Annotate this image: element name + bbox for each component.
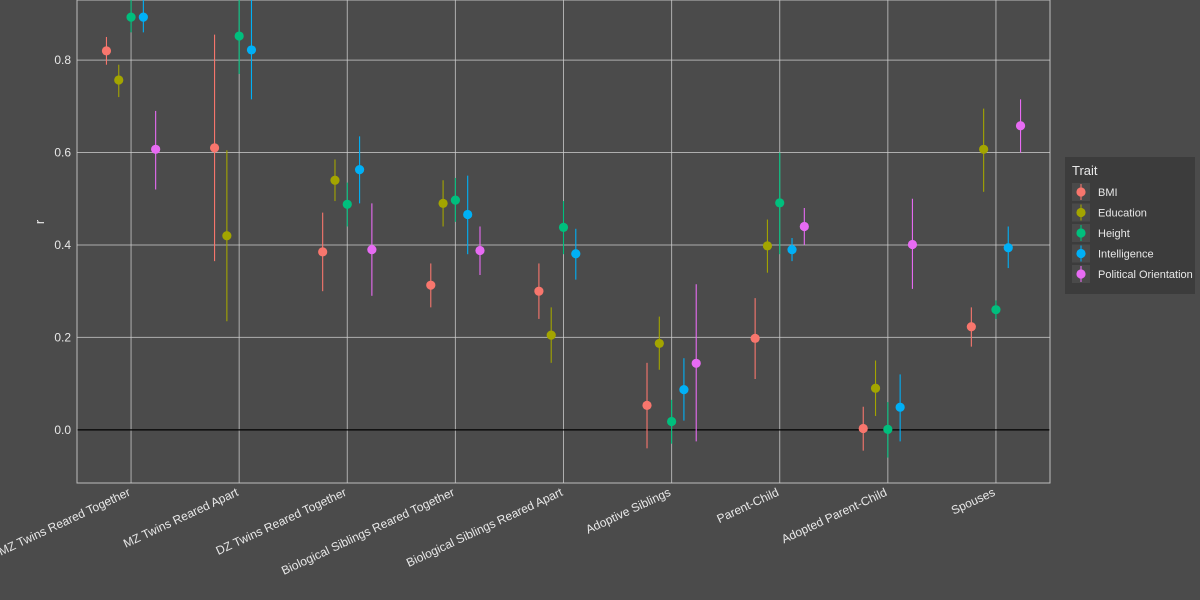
legend-label: Intelligence bbox=[1098, 249, 1154, 261]
data-point bbox=[966, 322, 976, 332]
data-point bbox=[571, 249, 581, 259]
data-point bbox=[799, 221, 809, 232]
data-point bbox=[883, 424, 893, 434]
plot-frame bbox=[76, 0, 1051, 484]
legend-key-point bbox=[1076, 248, 1086, 259]
data-point bbox=[318, 247, 328, 257]
x-tick-label: Spouses bbox=[949, 485, 997, 517]
data-point bbox=[151, 144, 161, 154]
y-tick-label: 0.2 bbox=[54, 330, 71, 344]
legend-key-point bbox=[1076, 269, 1086, 279]
data-point bbox=[858, 423, 868, 434]
data-point bbox=[450, 195, 460, 205]
data-point bbox=[558, 222, 569, 233]
x-tick-label: Adoptive Siblings bbox=[584, 485, 673, 537]
data-point bbox=[426, 280, 436, 290]
data-marks bbox=[101, 0, 1026, 458]
data-point bbox=[775, 198, 785, 208]
data-point bbox=[762, 241, 773, 251]
data-point bbox=[1015, 121, 1026, 131]
x-tick-label: Parent-Child bbox=[715, 485, 781, 526]
legend-item: BMI bbox=[1072, 183, 1118, 201]
data-point bbox=[234, 31, 244, 41]
legend-label: BMI bbox=[1098, 187, 1118, 199]
data-point bbox=[979, 144, 989, 154]
data-point bbox=[222, 231, 232, 241]
legend-title: Trait bbox=[1072, 163, 1098, 178]
data-point bbox=[1003, 243, 1013, 253]
series-height bbox=[126, 0, 1001, 458]
data-point bbox=[126, 12, 136, 22]
data-point bbox=[534, 286, 544, 296]
y-tick-label: 0.0 bbox=[54, 423, 71, 437]
x-tick-label: Adopted Parent-Child bbox=[779, 485, 889, 546]
data-point bbox=[246, 45, 257, 55]
data-point bbox=[209, 143, 220, 153]
data-point bbox=[679, 385, 689, 395]
data-point bbox=[787, 244, 797, 255]
data-point bbox=[463, 209, 473, 220]
x-tick-label: MZ Twins Reared Together bbox=[0, 485, 132, 558]
series-bmi bbox=[101, 34, 976, 451]
legend-item: Education bbox=[1072, 203, 1147, 222]
legend-items: BMI Education Height Intelligence Political … bbox=[1072, 183, 1193, 283]
legend-label: Political Orientation bbox=[1098, 269, 1193, 281]
legend-key-point bbox=[1076, 228, 1086, 238]
legend: Trait BMI Education Height Intelligence Poli… bbox=[1065, 157, 1195, 294]
legend-key-point bbox=[1076, 207, 1086, 218]
data-point bbox=[654, 338, 664, 349]
legend-item: Political Orientation bbox=[1072, 265, 1193, 283]
data-point bbox=[546, 330, 556, 340]
series-intelligence bbox=[138, 0, 1013, 442]
data-point bbox=[138, 12, 148, 22]
data-point bbox=[870, 383, 881, 393]
plot-border bbox=[76, 0, 1051, 484]
data-point bbox=[330, 175, 340, 185]
data-point bbox=[101, 46, 112, 56]
series-political-orientation bbox=[151, 99, 1026, 442]
y-axis-title: r bbox=[32, 219, 47, 224]
y-tick-label: 0.8 bbox=[54, 53, 71, 67]
data-point bbox=[907, 239, 918, 250]
legend-item: Intelligence bbox=[1072, 244, 1154, 263]
data-point bbox=[367, 244, 377, 255]
y-tick-label: 0.4 bbox=[54, 238, 71, 252]
data-point bbox=[354, 165, 365, 175]
legend-label: Height bbox=[1098, 228, 1130, 240]
legend-item: Height bbox=[1072, 224, 1130, 242]
data-point bbox=[342, 199, 352, 209]
legend-label: Education bbox=[1098, 208, 1147, 220]
data-point bbox=[114, 75, 124, 85]
data-point bbox=[895, 402, 905, 412]
data-point bbox=[642, 400, 652, 410]
y-axis-ticks: 0.0 0.2 0.4 0.6 0.8 bbox=[54, 53, 71, 437]
y-tick-label: 0.6 bbox=[54, 146, 71, 160]
series-education bbox=[114, 64, 989, 416]
data-point bbox=[438, 198, 448, 208]
data-point bbox=[475, 245, 485, 256]
data-point bbox=[991, 305, 1001, 315]
data-point bbox=[667, 416, 677, 427]
x-tick-label: Biological Siblings Reared Together bbox=[279, 485, 456, 578]
legend-key-point bbox=[1076, 187, 1086, 197]
data-point bbox=[750, 333, 760, 343]
data-point bbox=[691, 358, 701, 368]
